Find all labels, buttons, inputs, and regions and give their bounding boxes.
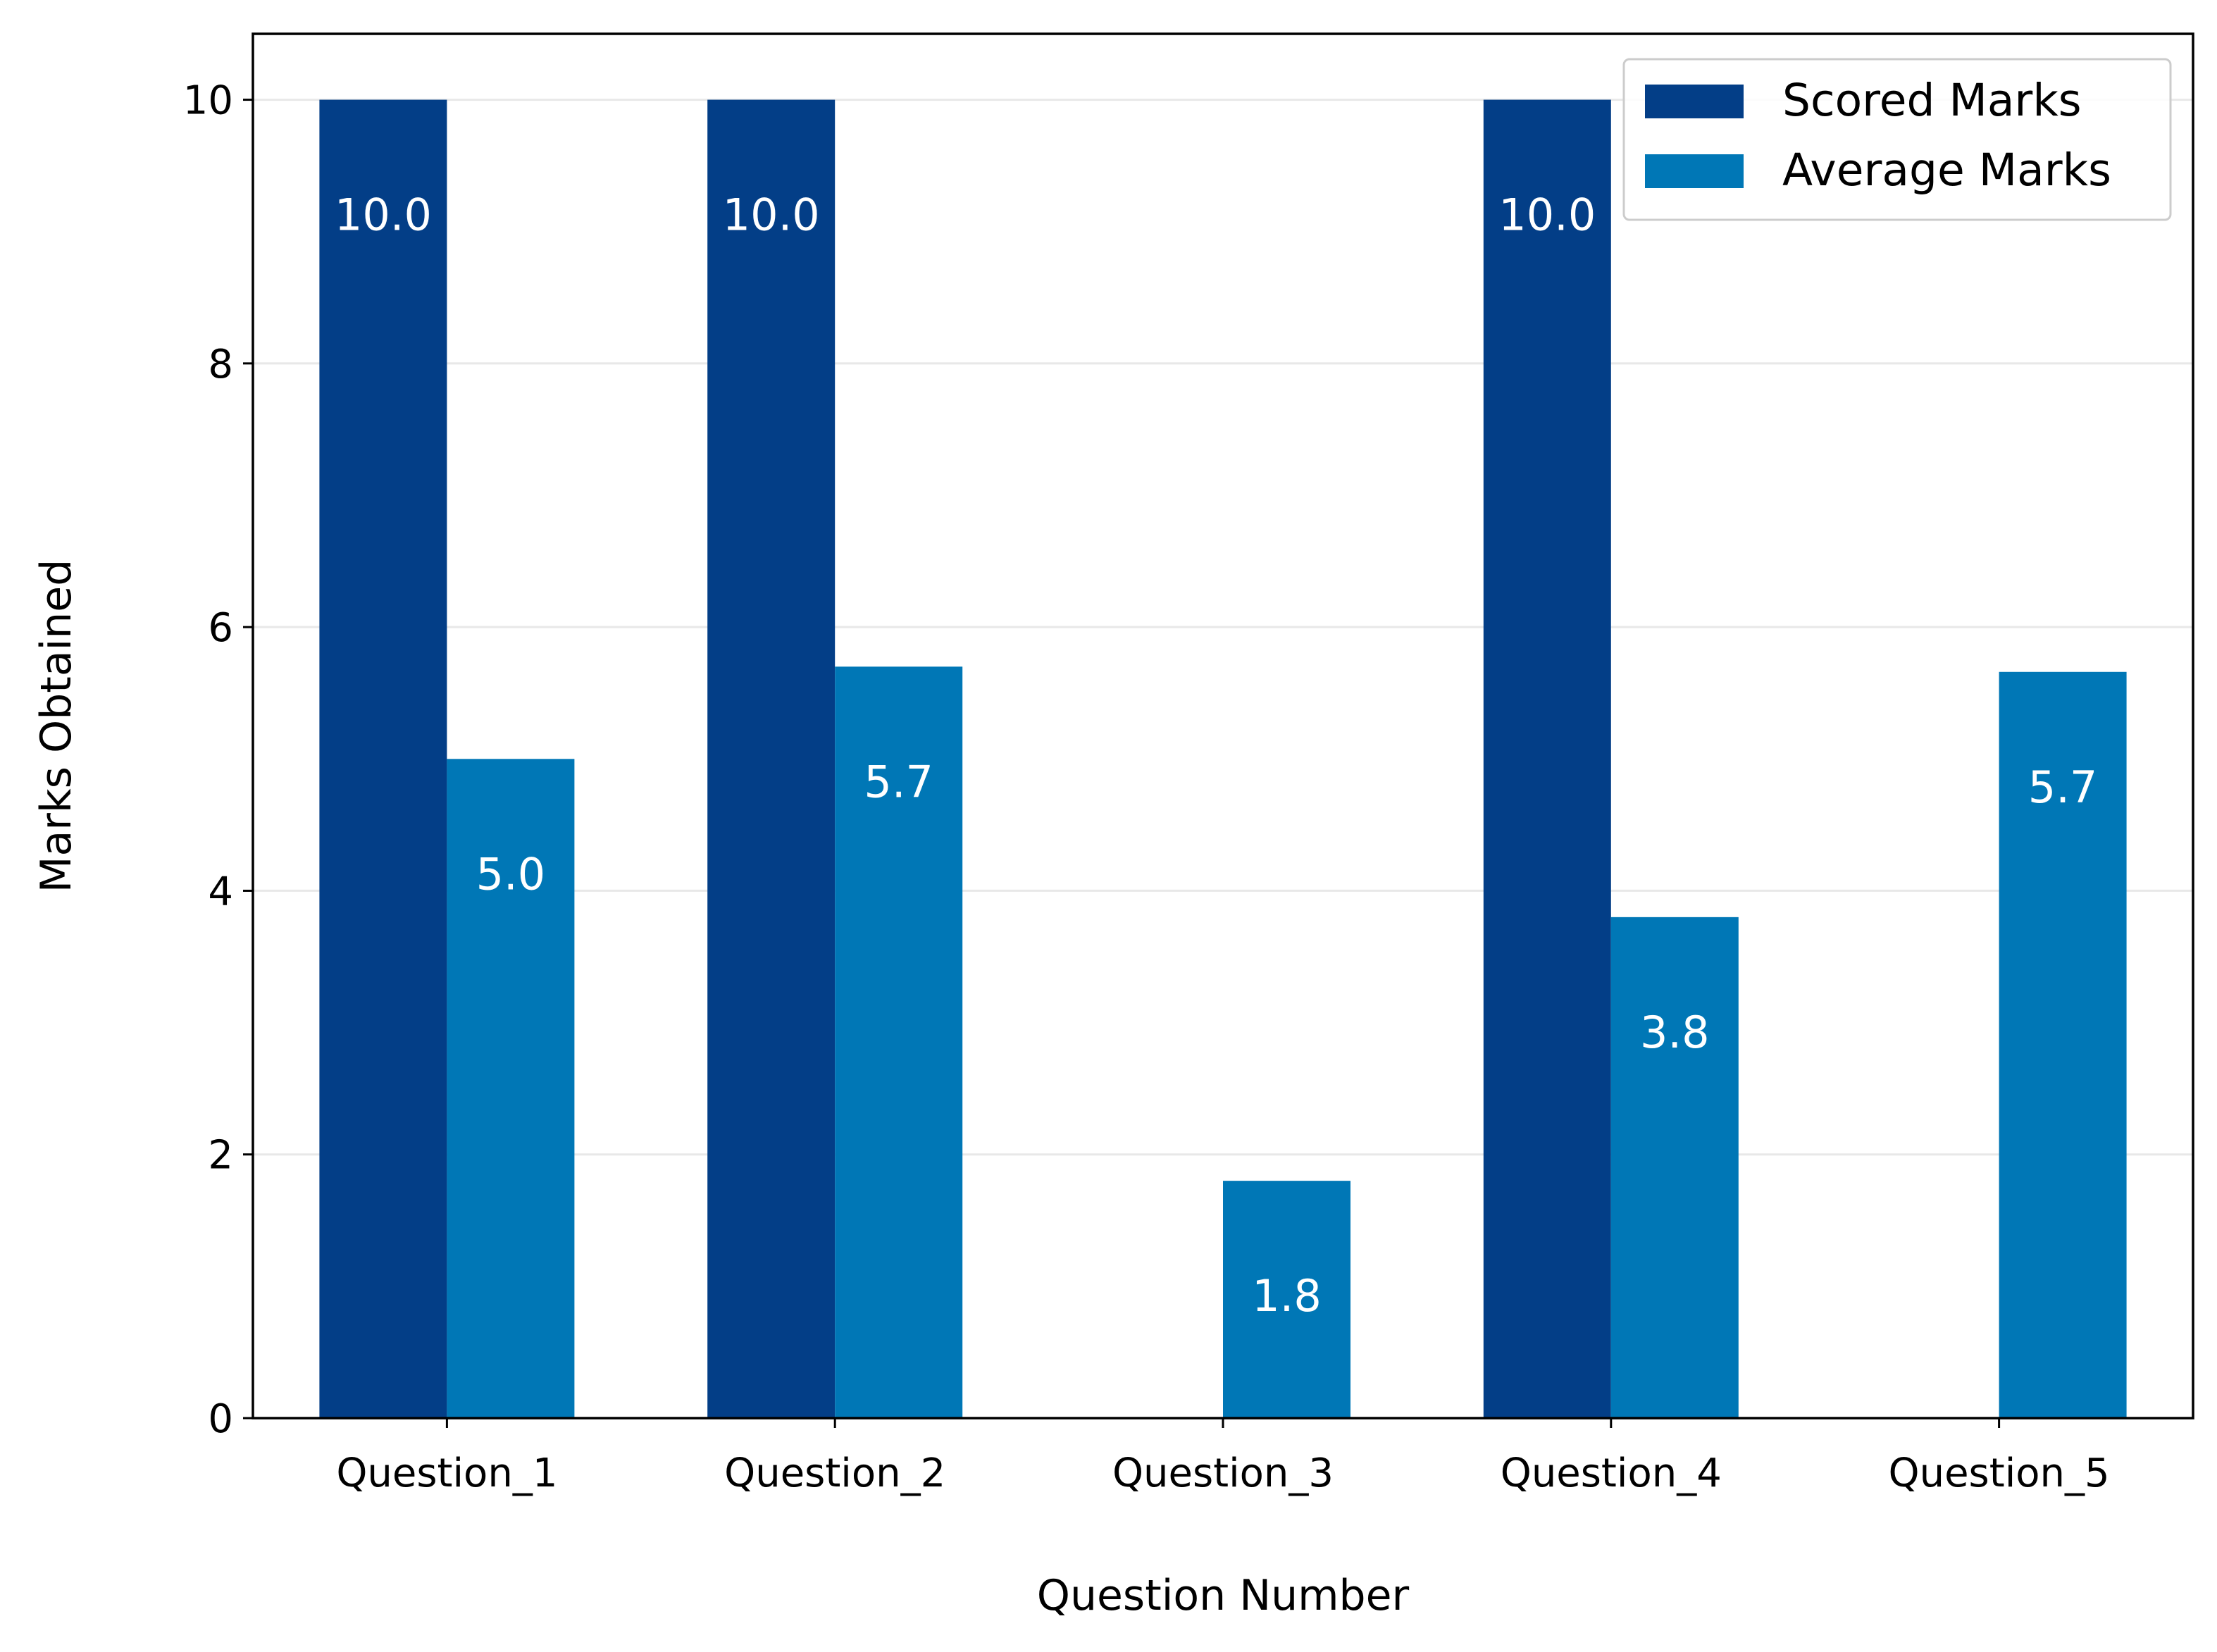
legend-label-scored-marks: Scored Marks	[1782, 75, 2082, 126]
bar-average-marks	[1223, 1181, 1350, 1418]
x-tick-label: Question_4	[1501, 1451, 1722, 1496]
legend-swatch-scored-marks	[1645, 85, 1744, 118]
legend-label-average-marks: Average Marks	[1782, 144, 2111, 196]
y-tick-label: 6	[208, 605, 233, 651]
x-axis-ticks: Question_1 Question_2 Question_3 Question_4…	[336, 1418, 2110, 1496]
bar-average-marks	[1610, 917, 1739, 1418]
y-tick-label: 2	[208, 1133, 233, 1179]
bar-scored-marks	[707, 99, 836, 1419]
y-axis-label: Marks Obtained	[32, 559, 81, 893]
y-tick-label: 0	[208, 1396, 233, 1442]
x-tick-label: Question_1	[336, 1451, 557, 1496]
y-axis-ticks: 0 2 4 6 8 10	[183, 78, 253, 1442]
legend-swatch-average-marks	[1645, 154, 1744, 188]
bar-value-label: 1.8	[1252, 1270, 1322, 1322]
y-tick-label: 10	[183, 78, 233, 124]
y-tick-label: 4	[208, 869, 233, 914]
bar-value-label: 5.7	[864, 756, 933, 807]
x-tick-label: Question_2	[724, 1451, 945, 1496]
x-axis-label: Question Number	[1037, 1571, 1410, 1620]
bar-labels: 10.0 10.0 10.0 5.0 5.7 1.8 3.8 5.7	[335, 190, 2098, 1322]
x-tick-label: Question_5	[1889, 1451, 2110, 1496]
bar-value-label: 3.8	[1640, 1007, 1710, 1058]
legend: Scored Marks Average Marks	[1622, 58, 2172, 221]
bar-scored-marks	[1483, 99, 1611, 1419]
bar-value-label: 10.0	[723, 190, 820, 241]
bar-average-marks	[1999, 671, 2127, 1418]
bar-value-label: 5.7	[2028, 762, 2098, 813]
x-tick-label: Question_3	[1112, 1451, 1334, 1496]
bar-scored-marks	[319, 99, 447, 1419]
bar-value-label: 10.0	[1498, 190, 1596, 241]
bars	[319, 99, 2127, 1419]
legend-box	[1622, 58, 2172, 221]
bar-average-marks	[835, 666, 963, 1419]
bar-value-label: 10.0	[335, 190, 432, 241]
bar-value-label: 5.0	[476, 848, 546, 900]
bar-average-marks	[447, 759, 575, 1418]
y-tick-label: 8	[208, 342, 233, 387]
